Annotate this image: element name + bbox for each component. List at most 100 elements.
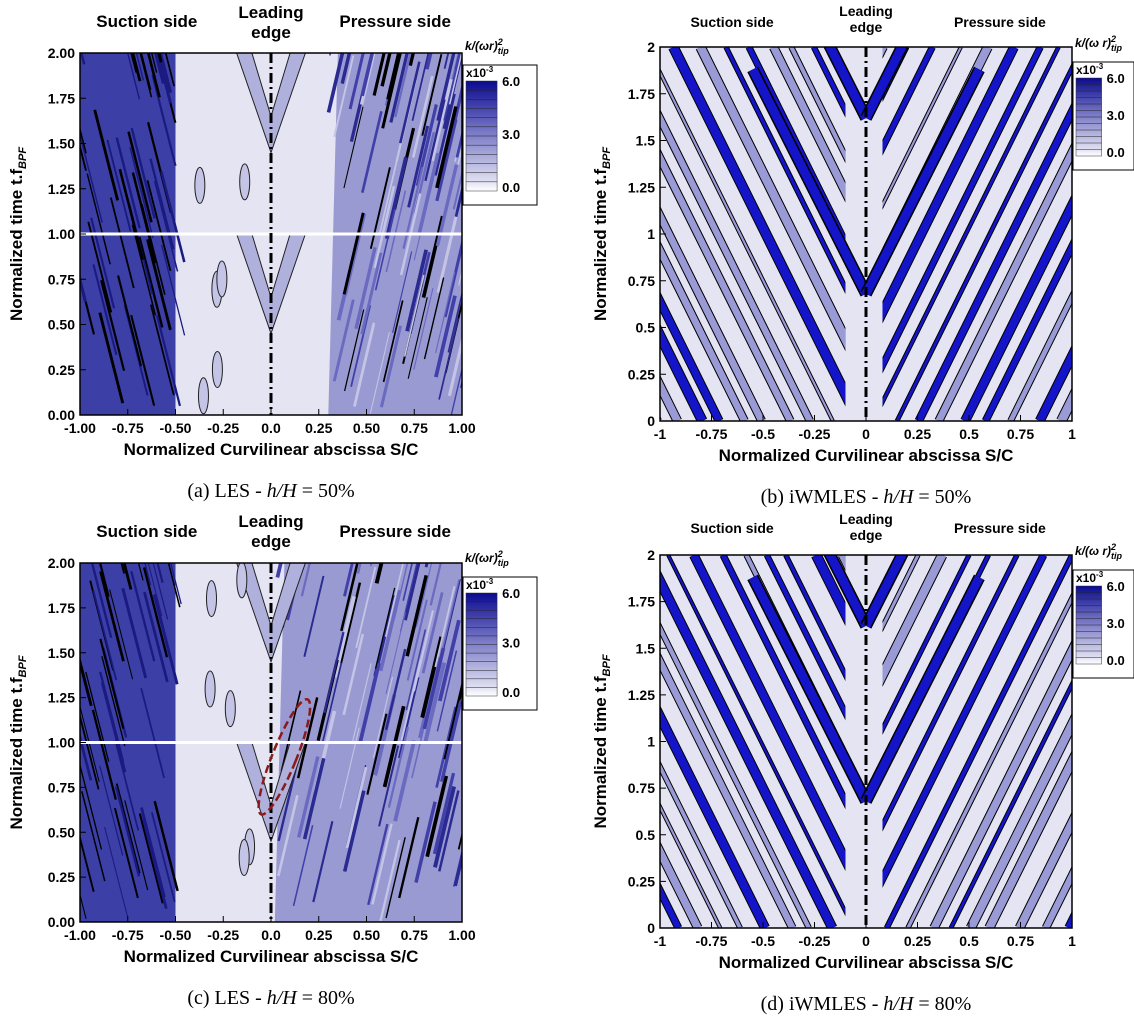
colorbar-tick-label: 3.0: [502, 127, 520, 142]
y-tick-label: 0.25: [628, 873, 655, 889]
contour-line: [417, 152, 440, 235]
contour-blob: [238, 839, 250, 877]
x-tick-label: 1: [1068, 933, 1076, 949]
contour-line: [342, 633, 365, 716]
contour-line: [106, 140, 132, 232]
region-title: Suction side: [96, 522, 197, 541]
x-tick-label: -0.75: [112, 420, 144, 436]
text-part: 2: [497, 37, 503, 47]
contour-line: [137, 563, 144, 581]
x-tick-label: 0: [862, 933, 870, 949]
band: [967, 714, 1072, 928]
band: [724, 47, 846, 292]
contour-line: [361, 110, 383, 194]
contour-line: [87, 221, 113, 313]
contour-line: [385, 612, 406, 694]
contour-line: [433, 786, 456, 868]
contour-line: [117, 275, 143, 367]
x-axis-label: Normalized Curvilinear abscissa S/C: [124, 947, 419, 966]
text-part: Normalized time t.f: [591, 169, 610, 321]
contour-line: [358, 662, 381, 745]
y-tick-label: 0.00: [48, 914, 75, 930]
region-title: Leading: [839, 3, 893, 19]
caption: (d) iWMLES - h/H = 80%: [761, 993, 972, 1015]
contour-line: [438, 790, 460, 872]
contour-line: [80, 892, 87, 919]
text-part: h/H: [883, 486, 915, 508]
contour-line: [80, 732, 93, 781]
contour-line: [121, 587, 148, 679]
y-tick-label: 0.25: [628, 366, 655, 382]
band: [770, 47, 846, 201]
band: [949, 681, 1072, 928]
contour-line: [454, 184, 462, 217]
contour-line: [275, 563, 283, 578]
band: [660, 654, 796, 928]
contour-blob: [205, 580, 217, 618]
y-tick-label: 0: [647, 920, 655, 936]
contour-line: [147, 563, 163, 617]
contour-line: [86, 173, 111, 265]
v-band: [861, 575, 984, 804]
contour-line: [80, 131, 103, 223]
suction-bands: [660, 47, 846, 421]
text-part: -3: [1096, 570, 1104, 579]
contour-line: [450, 366, 462, 415]
x-tick-label: -0.75: [696, 426, 728, 442]
contour-line: [434, 586, 456, 668]
contour-line: [438, 317, 460, 400]
contour-line: [457, 143, 462, 165]
contour-line: [104, 826, 129, 917]
contour-line: [150, 304, 175, 396]
colorbar-multiplier: x10-3: [1076, 62, 1104, 77]
y-tick-label: 1.00: [48, 226, 75, 242]
colorbar-tick-label: 0.0: [502, 180, 520, 195]
band: [660, 623, 811, 928]
x-axis-label: Normalized Curvilinear abscissa S/C: [719, 953, 1014, 972]
text-part: = 80%: [913, 993, 971, 1015]
contour-line: [384, 156, 408, 240]
colorbar-tick-label: 6.0: [1107, 579, 1125, 594]
contour-line: [342, 212, 365, 295]
band: [882, 47, 1018, 322]
x-tick-label: -1.00: [64, 420, 96, 436]
band: [882, 555, 1047, 886]
band: [906, 594, 1072, 928]
contour-line: [150, 53, 158, 73]
band: [660, 150, 794, 421]
contour-line: [379, 839, 401, 922]
band: [660, 843, 702, 928]
contour-line: [393, 563, 409, 619]
contour-line: [382, 705, 406, 788]
contour-line: [340, 53, 352, 84]
band: [660, 571, 837, 928]
contour-line: [343, 106, 364, 189]
y-tick-label: 1.5: [636, 133, 656, 149]
x-tick-label: -1.00: [64, 927, 96, 943]
contour-line: [81, 791, 106, 882]
v-band: [748, 67, 871, 296]
text-part: k/(ωr): [465, 39, 498, 53]
contour-line: [412, 610, 434, 692]
contour-line: [399, 61, 421, 144]
band: [935, 144, 1072, 421]
contour-line: [460, 379, 462, 388]
contour-line: [153, 800, 179, 892]
text-part: -3: [1096, 62, 1104, 71]
caption: (c) LES - h/H = 80%: [187, 987, 354, 1009]
region-title: Pressure side: [339, 12, 451, 31]
contour-line: [407, 125, 430, 208]
contour-line: [80, 656, 93, 707]
band: [895, 64, 1072, 421]
contour-line: [405, 575, 428, 657]
region-title: Leading: [238, 3, 303, 22]
text-part: = 50%: [297, 480, 355, 502]
contour-line: [130, 571, 156, 662]
contour-line: [99, 671, 125, 762]
x-tick-label: -0.75: [112, 927, 144, 943]
text-part: 2: [1110, 34, 1116, 44]
contour-line: [131, 172, 158, 264]
contour-line: [455, 129, 462, 158]
contour-line: [144, 563, 152, 586]
